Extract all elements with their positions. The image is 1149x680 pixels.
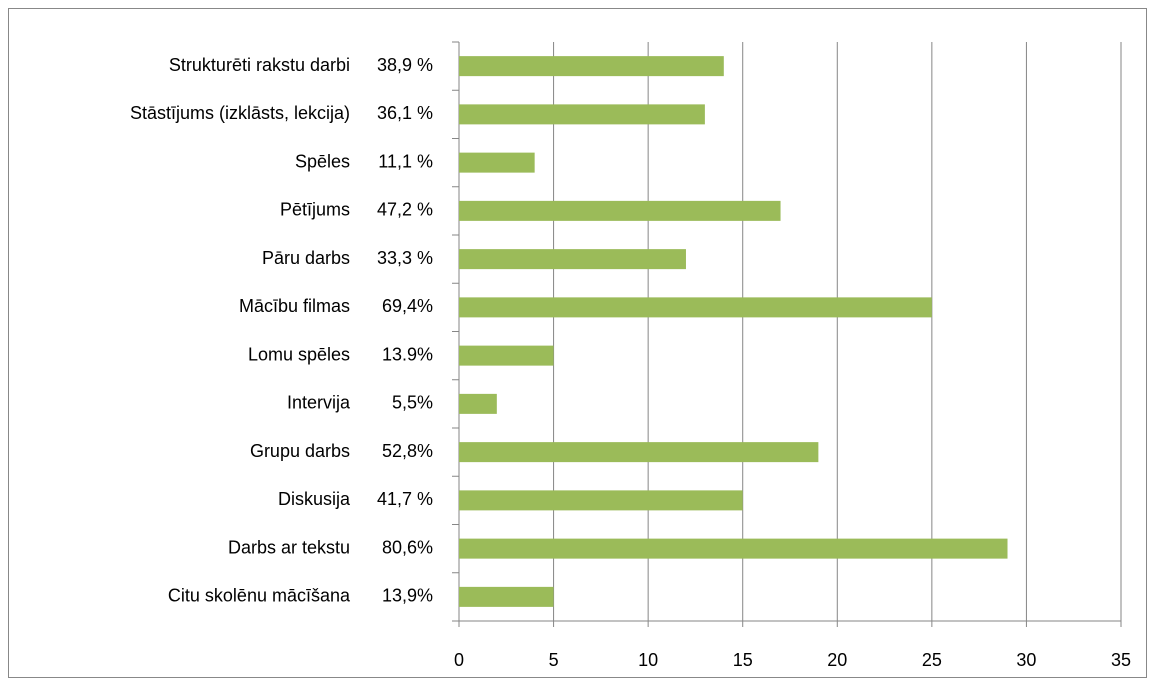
x-tick-label: 25 bbox=[922, 650, 942, 670]
category-share: 38,9 % bbox=[377, 55, 433, 75]
category-share: 11,1 % bbox=[378, 151, 433, 171]
y-tick-label: Mācību filmas bbox=[239, 296, 350, 316]
bar bbox=[459, 56, 724, 77]
category-share: 33,3 % bbox=[377, 248, 433, 268]
x-tick-label: 0 bbox=[454, 650, 464, 670]
bar bbox=[459, 249, 686, 270]
category-share: 52,8% bbox=[382, 441, 433, 461]
bar bbox=[459, 297, 932, 318]
y-tick-label: Lomu spēles bbox=[248, 344, 350, 364]
bar bbox=[459, 393, 497, 414]
bar bbox=[459, 152, 535, 173]
category-share: 41,7 % bbox=[377, 489, 433, 509]
x-tick-label: 10 bbox=[638, 650, 658, 670]
y-tick-label: Grupu darbs bbox=[250, 441, 350, 461]
category-share: 47,2 % bbox=[377, 200, 433, 220]
category-share: 13,9% bbox=[382, 586, 433, 606]
bar bbox=[459, 538, 1008, 559]
category-share: 5,5% bbox=[392, 393, 433, 413]
category-share: 80,6% bbox=[382, 537, 433, 557]
bar bbox=[459, 104, 705, 125]
bar bbox=[459, 490, 743, 511]
x-tick-label: 15 bbox=[733, 650, 753, 670]
bar bbox=[459, 586, 554, 607]
bar bbox=[459, 442, 819, 463]
x-tick-label: 35 bbox=[1111, 650, 1131, 670]
bar bbox=[459, 345, 554, 366]
y-tick-label: Intervija bbox=[287, 393, 351, 413]
bar bbox=[459, 200, 781, 221]
category-share: 69,4% bbox=[382, 296, 433, 316]
x-tick-label: 5 bbox=[549, 650, 559, 670]
y-tick-label: Citu skolēnu mācīšana bbox=[168, 586, 351, 606]
y-tick-label: Diskusija bbox=[278, 489, 351, 509]
y-tick-label: Pētījums bbox=[280, 200, 350, 220]
x-tick-label: 30 bbox=[1016, 650, 1036, 670]
y-tick-label: Strukturēti rakstu darbi bbox=[169, 55, 350, 75]
y-tick-label: Pāru darbs bbox=[262, 248, 350, 268]
x-tick-label: 20 bbox=[827, 650, 847, 670]
category-share: 13.9% bbox=[382, 344, 433, 364]
y-tick-label: Darbs ar tekstu bbox=[228, 537, 350, 557]
category-share: 36,1 % bbox=[377, 103, 433, 123]
y-tick-label: Spēles bbox=[295, 151, 350, 171]
y-tick-label: Stāstījums (izklāsts, lekcija) bbox=[130, 103, 350, 123]
